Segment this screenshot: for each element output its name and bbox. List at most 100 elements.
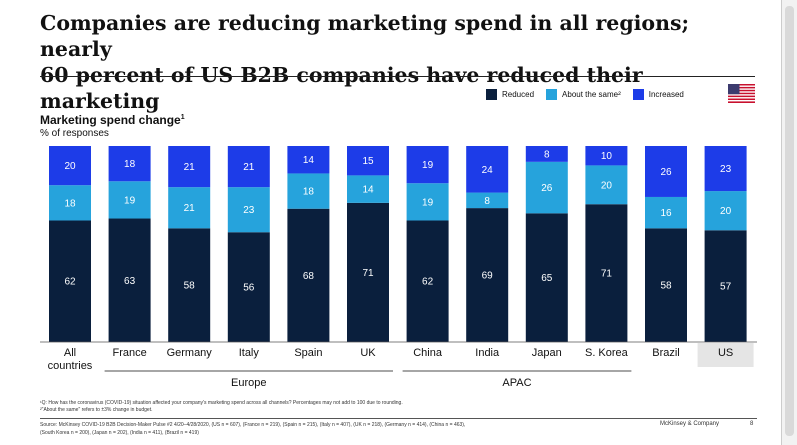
data-label-uk-same: 14	[362, 185, 374, 196]
data-label-uk-reduced: 71	[362, 268, 374, 279]
x-tick-label: S. Korea	[585, 347, 629, 359]
bar-brazil-reduced	[645, 228, 687, 342]
bar-germany-same	[168, 187, 211, 229]
bar-uk-reduced	[347, 202, 389, 342]
chart-title-text: Marketing spend change	[40, 113, 181, 127]
bar-uk-increased	[347, 146, 389, 176]
us-flag-icon	[728, 84, 755, 103]
x-tick-label: Italy	[239, 347, 260, 359]
data-label-uk-increased: 15	[362, 156, 374, 167]
page-number: 8	[750, 421, 754, 427]
viewer-edge	[781, 0, 782, 445]
scrollbar-thumb[interactable]	[785, 6, 794, 436]
data-label-germany-increased: 21	[184, 162, 196, 173]
x-tick-label: France	[112, 347, 146, 359]
data-label-china-reduced: 62	[422, 277, 434, 288]
data-label-all-countries-increased: 20	[64, 161, 76, 172]
legend-item-same: About the same²	[546, 88, 621, 100]
data-label-china-same: 19	[422, 197, 434, 208]
x-tick-label: Spain	[294, 347, 322, 359]
data-label-spain-reduced: 68	[303, 271, 315, 282]
group-label-europe: Europe	[231, 377, 266, 389]
legend-label-same: About the same²	[562, 89, 621, 99]
source-line-1: Source: McKinsey COVID-19 B2B Decision-M…	[40, 422, 466, 428]
data-label-japan-increased: 8	[544, 149, 550, 160]
x-tick-label: Japan	[532, 347, 562, 359]
data-label-india-reduced: 69	[482, 271, 494, 282]
bar-all-countries-reduced	[49, 220, 91, 342]
bar-japan-increased	[525, 146, 568, 162]
data-label-all-countries-reduced: 62	[64, 277, 76, 288]
footer-divider	[40, 418, 757, 419]
data-label-all-countries-same: 18	[64, 198, 76, 209]
bar-uk-same	[347, 175, 389, 203]
us-highlight-band	[697, 343, 754, 367]
x-tick-label: India	[475, 347, 500, 359]
footnote-1: ¹Q: How has the coronavirus (COVID-19) s…	[40, 400, 403, 406]
legend-swatch-same	[546, 88, 558, 100]
legend-item-increased: Increased	[632, 88, 684, 100]
bar-india-same	[466, 192, 509, 209]
data-label-italy-increased: 21	[243, 162, 255, 173]
bar-germany-reduced	[168, 228, 211, 342]
bar-brazil-increased	[645, 146, 687, 197]
bar-china-reduced	[406, 220, 449, 342]
group-label-apac: APAC	[502, 377, 531, 389]
bar-all-countries-increased	[49, 146, 91, 186]
bar-spain-same	[287, 173, 330, 209]
legend-label-increased: Increased	[648, 89, 684, 99]
chart-title: Marketing spend change1	[40, 113, 185, 127]
bar-spain-increased	[287, 146, 330, 174]
legend-swatch-increased	[632, 88, 644, 100]
data-label-france-reduced: 63	[124, 276, 136, 287]
bar-japan-reduced	[525, 213, 568, 342]
data-label-spain-increased: 14	[303, 155, 315, 166]
data-label-s-korea-same: 20	[601, 180, 613, 191]
brand-label: McKinsey & Company	[660, 421, 720, 427]
data-label-france-increased: 18	[124, 159, 136, 170]
legend-item-reduced: Reduced	[486, 88, 535, 100]
data-label-us-reduced: 57	[720, 282, 732, 293]
title-divider	[40, 76, 755, 77]
data-label-brazil-same: 16	[660, 208, 672, 219]
x-tick-label: US	[718, 347, 733, 359]
data-label-italy-reduced: 56	[243, 283, 255, 294]
legend-label-reduced: Reduced	[502, 89, 535, 99]
data-label-india-increased: 24	[482, 165, 494, 176]
data-label-india-same: 8	[484, 196, 490, 207]
source-line-2: (South Korea n = 200), (Japan n = 202), …	[40, 430, 199, 436]
data-label-us-increased: 23	[720, 164, 732, 175]
bar-s-korea-increased	[585, 146, 628, 166]
x-tick-label: Brazil	[652, 347, 680, 359]
bar-us-reduced	[704, 230, 747, 342]
data-label-china-increased: 19	[422, 160, 434, 171]
x-tick-label: Germany	[167, 347, 213, 359]
bar-all-countries-same	[49, 185, 91, 221]
x-tick-label: UK	[360, 347, 376, 359]
bar-france-increased	[108, 146, 151, 182]
data-label-spain-same: 18	[303, 187, 315, 198]
title-line-2: 60 percent of US B2B companies have redu…	[40, 63, 643, 113]
data-label-germany-same: 21	[184, 203, 196, 214]
data-label-brazil-increased: 26	[660, 167, 672, 178]
bar-france-same	[108, 181, 151, 219]
bar-italy-same	[227, 187, 270, 233]
x-tick-label: All	[64, 347, 76, 359]
bar-italy-increased	[227, 146, 270, 188]
bar-china-same	[406, 183, 449, 221]
bar-brazil-same	[645, 196, 687, 229]
data-label-s-korea-increased: 10	[601, 151, 613, 162]
bar-india-increased	[466, 146, 509, 193]
chart-legend: Reduced About the same² Increased	[486, 86, 696, 102]
slide-title: Companies are reducing marketing spend i…	[40, 10, 760, 114]
data-label-brazil-reduced: 58	[660, 281, 672, 292]
bar-france-reduced	[108, 218, 151, 342]
source-note: Source: McKinsey COVID-19 B2B Decision-M…	[40, 421, 640, 437]
bar-india-reduced	[466, 208, 509, 342]
title-line-1: Companies are reducing marketing spend i…	[40, 11, 690, 61]
legend-swatch-reduced	[486, 88, 497, 100]
bar-us-increased	[704, 146, 747, 192]
data-label-germany-reduced: 58	[184, 281, 196, 292]
